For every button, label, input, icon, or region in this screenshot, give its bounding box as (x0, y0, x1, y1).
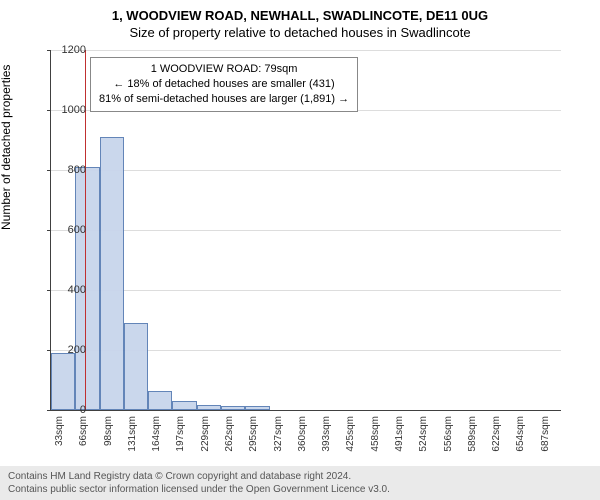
xtick-label: 98sqm (103, 416, 114, 471)
xtick-label: 262sqm (224, 416, 235, 471)
xtick-label: 66sqm (78, 416, 89, 471)
xtick-label: 687sqm (540, 416, 551, 471)
annotation-line2: ← 18% of detached houses are smaller (43… (99, 77, 349, 92)
annotation-box: 1 WOODVIEW ROAD: 79sqm ← 18% of detached… (90, 57, 358, 112)
footer: Contains HM Land Registry data © Crown c… (0, 466, 600, 500)
ytick-label: 200 (46, 344, 86, 356)
xtick-label: 524sqm (418, 416, 429, 471)
xtick-label: 622sqm (491, 416, 502, 471)
histogram-bar (148, 391, 172, 411)
histogram-bar (245, 406, 269, 410)
xtick-label: 589sqm (467, 416, 478, 471)
xtick-label: 295sqm (248, 416, 259, 471)
ytick-label: 600 (46, 224, 86, 236)
gridline (51, 50, 561, 51)
page-title-line2: Size of property relative to detached ho… (0, 23, 600, 40)
ytick-label: 800 (46, 164, 86, 176)
footer-line2: Contains public sector information licen… (8, 483, 592, 496)
xtick-label: 229sqm (200, 416, 211, 471)
histogram-bar (124, 323, 148, 410)
ytick-label: 1200 (46, 44, 86, 56)
annotation-line3: 81% of semi-detached houses are larger (… (99, 92, 349, 107)
ytick-label: 400 (46, 284, 86, 296)
histogram-bar (172, 401, 196, 410)
xtick-label: 491sqm (394, 416, 405, 471)
annotation-line1: 1 WOODVIEW ROAD: 79sqm (99, 62, 349, 77)
ytick-label: 0 (46, 404, 86, 416)
y-axis-label: Number of detached properties (0, 65, 13, 230)
xtick-label: 654sqm (515, 416, 526, 471)
gridline (51, 230, 561, 231)
xtick-label: 360sqm (297, 416, 308, 471)
histogram-bar (197, 405, 221, 410)
xtick-label: 393sqm (321, 416, 332, 471)
xtick-label: 131sqm (127, 416, 138, 471)
histogram-bar (51, 353, 75, 410)
xtick-label: 556sqm (443, 416, 454, 471)
xtick-label: 164sqm (151, 416, 162, 471)
footer-line1: Contains HM Land Registry data © Crown c… (8, 470, 592, 483)
xtick-label: 458sqm (370, 416, 381, 471)
xtick-label: 327sqm (273, 416, 284, 471)
gridline (51, 170, 561, 171)
ytick-label: 1000 (46, 104, 86, 116)
histogram-bar (221, 406, 245, 410)
xtick-label: 425sqm (345, 416, 356, 471)
xtick-label: 33sqm (54, 416, 65, 471)
xtick-label: 197sqm (175, 416, 186, 471)
gridline (51, 290, 561, 291)
histogram-bar (100, 137, 124, 410)
page-title-line1: 1, WOODVIEW ROAD, NEWHALL, SWADLINCOTE, … (0, 0, 600, 23)
